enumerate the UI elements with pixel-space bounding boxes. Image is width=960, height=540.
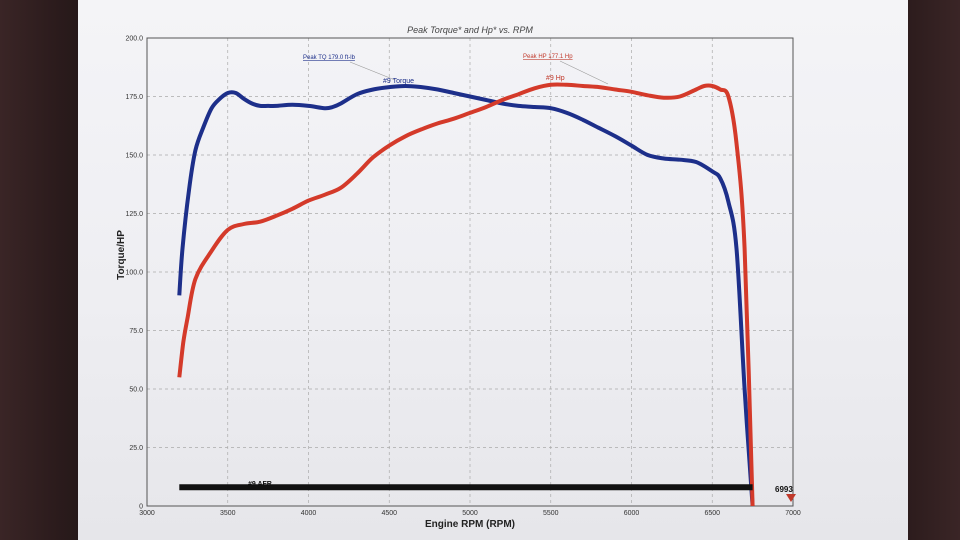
peak-torque-annotation: Peak TQ 179.0 ft-lb xyxy=(303,55,356,61)
x-tick-label: 3000 xyxy=(139,510,155,517)
x-tick-label: 5500 xyxy=(543,510,559,517)
plot-frame xyxy=(146,37,794,507)
x-tick-label: 4500 xyxy=(381,510,397,517)
hp-series-label: #9 Hp xyxy=(546,75,565,82)
peak-hp-leader xyxy=(559,60,609,85)
y-tick-label: 50.0 xyxy=(129,387,143,394)
rpm-readout: 6993 xyxy=(775,485,793,494)
y-tick-label: 75.0 xyxy=(129,328,143,335)
x-tick-label: 7000 xyxy=(785,510,801,517)
y-axis-label: Torque/HP xyxy=(116,230,127,280)
x-tick-label: 3500 xyxy=(220,510,236,517)
paper-sheet xyxy=(78,0,908,540)
x-axis-label: Engine RPM (RPM) xyxy=(425,519,515,530)
series-lines xyxy=(177,82,755,507)
y-tick-label: 150.0 xyxy=(125,153,143,160)
torque-series-label: #9 Torque xyxy=(383,78,414,85)
y-tick-label: 125.0 xyxy=(125,211,143,218)
series-line-hp xyxy=(177,82,755,507)
x-tick-label: 4000 xyxy=(301,510,317,517)
afr-series-label: #9 AFR xyxy=(248,481,272,488)
grid-lines xyxy=(147,38,793,506)
x-tick-label: 5000 xyxy=(462,510,478,517)
x-tick-label: 6500 xyxy=(704,510,720,517)
y-tick-label: 200.0 xyxy=(125,36,143,43)
peak-torque-leader xyxy=(349,61,396,81)
y-tick-label: 25.0 xyxy=(129,445,143,452)
rpm-marker-icon xyxy=(786,494,796,502)
tick-labels: 3000 3500 4000 4500 5000 5500 6000 6500 7000 0 25.… xyxy=(125,36,800,518)
x-tick-label: 6000 xyxy=(624,510,640,517)
chart-title: Peak Torque* and Hp* vs. RPM xyxy=(407,25,533,35)
peak-hp-annotation: Peak HP 177.1 Hp xyxy=(523,54,573,60)
y-tick-label: 175.0 xyxy=(125,94,143,101)
y-tick-label: 100.0 xyxy=(125,270,143,277)
series-line-torque xyxy=(177,84,755,507)
y-tick-label: 0 xyxy=(139,504,143,511)
